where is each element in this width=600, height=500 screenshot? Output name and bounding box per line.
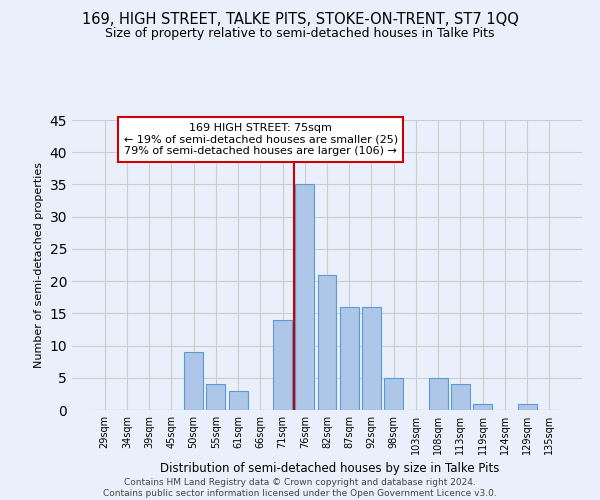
Text: 169 HIGH STREET: 75sqm
← 19% of semi-detached houses are smaller (25)
79% of sem: 169 HIGH STREET: 75sqm ← 19% of semi-det… (124, 123, 398, 156)
Bar (317, 274, 337, 410)
Y-axis label: Number of semi-detached properties: Number of semi-detached properties (34, 162, 44, 368)
Bar (473, 404, 492, 410)
Bar (451, 384, 470, 410)
Bar (518, 404, 536, 410)
Text: 169, HIGH STREET, TALKE PITS, STOKE-ON-TRENT, ST7 1QQ: 169, HIGH STREET, TALKE PITS, STOKE-ON-T… (82, 12, 518, 28)
Bar (429, 378, 448, 410)
Text: Size of property relative to semi-detached houses in Talke Pits: Size of property relative to semi-detach… (105, 28, 495, 40)
Bar (340, 307, 359, 410)
Bar (384, 378, 403, 410)
Text: Contains HM Land Registry data © Crown copyright and database right 2024.
Contai: Contains HM Land Registry data © Crown c… (103, 478, 497, 498)
Bar (362, 307, 381, 410)
Bar (206, 384, 225, 410)
Bar (229, 390, 248, 410)
Text: Distribution of semi-detached houses by size in Talke Pits: Distribution of semi-detached houses by … (160, 462, 500, 475)
Bar (273, 320, 292, 410)
Bar (295, 184, 314, 410)
Bar (184, 352, 203, 410)
